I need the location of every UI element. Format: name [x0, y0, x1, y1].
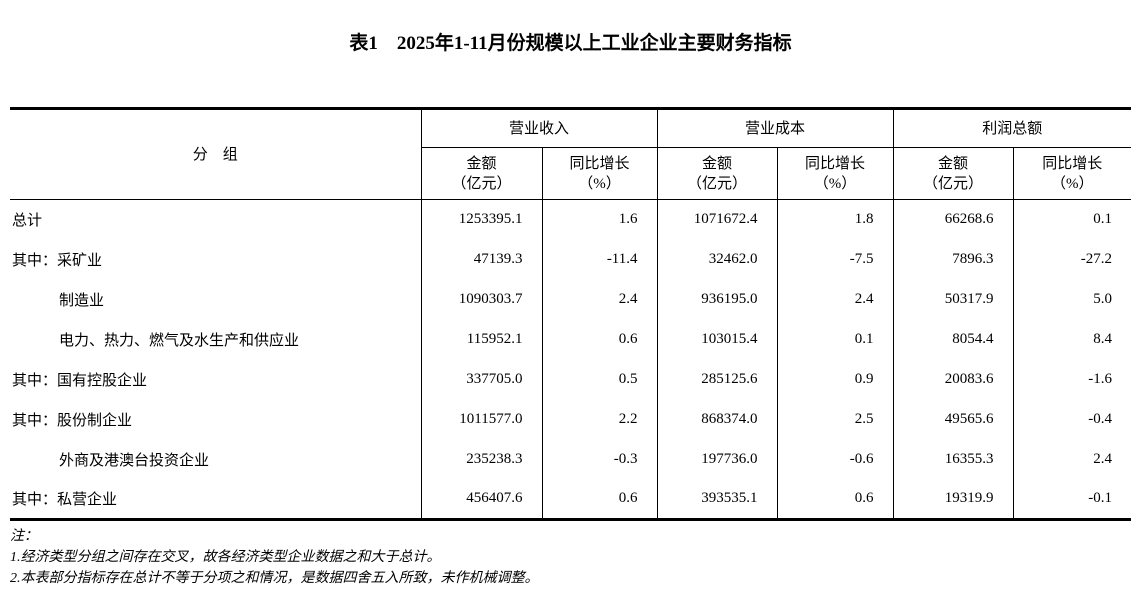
subheader-revenue-growth: 同比增长 （%）: [542, 147, 658, 200]
column-header-group: 分 组: [10, 108, 422, 200]
cell-value: 49565.6: [893, 399, 1014, 440]
row-label: 其中：采矿业: [10, 239, 422, 280]
note-heading: 注：: [10, 529, 38, 544]
cell-value: 456407.6: [421, 479, 543, 520]
cell-value: 0.6: [777, 479, 894, 520]
cell-value: -1.6: [1088, 371, 1113, 387]
subheader-unit: （亿元）: [451, 175, 512, 192]
cell-value: 393535.1: [657, 479, 778, 520]
table-row: 其中：私营企业 456407.6 0.6 393535.1 0.6 19319.9 -0.1: [10, 479, 1131, 520]
subheader-label: 同比增长: [569, 155, 630, 172]
cell-value: 16355.3: [893, 439, 1014, 480]
cell-value: 1090303.7: [421, 279, 543, 320]
cell-value: 50317.9: [893, 279, 1014, 320]
cell-value: 8.4: [1093, 331, 1113, 347]
subheader-cost-growth: 同比增长 （%）: [777, 147, 894, 200]
cell-value: 868374.0: [657, 399, 778, 440]
cell-value: -0.6: [777, 439, 894, 480]
cell-value: 0.1: [777, 319, 894, 360]
table-row: 其中：采矿业 47139.3 -11.4 32462.0 -7.5 7896.3 -27.2: [10, 239, 1131, 280]
subheader-label: 同比增长: [1042, 155, 1103, 172]
cell-value: 8054.4: [893, 319, 1014, 360]
row-label: 制造业: [10, 279, 422, 320]
cell-value: 7896.3: [893, 239, 1014, 280]
page-title: 表1 2025年1-11月份规模以上工业企业主要财务指标: [349, 33, 792, 54]
cell-value: 235238.3: [421, 439, 543, 480]
subheader-unit: （亿元）: [687, 175, 748, 192]
cell-value: 2.5: [777, 399, 894, 440]
cell-value: 285125.6: [657, 359, 778, 400]
cell-value: 103015.4: [657, 319, 778, 360]
note-line-1: 1.经济类型分组之间存在交叉，故各经济类型企业数据之和大于总计。: [10, 550, 441, 565]
note-line-2: 2.本表部分指标存在总计不等于分项之和情况，是数据四舍五入所致，未作机械调整。: [10, 571, 539, 586]
subheader-unit: （亿元）: [923, 175, 984, 192]
subheader-label: 金额: [702, 155, 733, 172]
table-row: 电力、热力、燃气及水生产和供应业 115952.1 0.6 103015.4 0.1 80…: [10, 319, 1131, 360]
row-label: 电力、热力、燃气及水生产和供应业: [10, 319, 422, 360]
cell-value: 32462.0: [657, 239, 778, 280]
cell-value: 0.5: [542, 359, 658, 400]
financial-indicators-table: 分 组 营业收入 营业成本 利润总额 金额 （亿元） 同比增长 （%） 金额 （…: [10, 107, 1132, 521]
column-group-revenue: 营业收入: [421, 108, 658, 148]
subheader-revenue-amount: 金额 （亿元）: [421, 147, 543, 200]
sub-header-row: 金额 （亿元） 同比增长 （%） 金额 （亿元） 同比增长 （%） 金额 （: [10, 147, 1132, 200]
row-label: 其中：股份制企业: [10, 399, 422, 440]
table-row: 总计 1253395.1 1.6 1071672.4 1.8 66268.6 0.1: [10, 199, 1131, 240]
cell-value: 2.4: [1093, 451, 1113, 467]
subheader-label: 同比增长: [805, 155, 866, 172]
cell-value: -0.3: [542, 439, 658, 480]
cell-value: 0.6: [542, 319, 658, 360]
table-row: 外商及港澳台投资企业 235238.3 -0.3 197736.0 -0.6 16355.…: [10, 439, 1131, 480]
cell-value: 5.0: [1093, 291, 1113, 307]
row-label: 总计: [10, 199, 422, 240]
cell-value: 197736.0: [657, 439, 778, 480]
cell-value: 2.2: [542, 399, 658, 440]
subheader-unit: （%）: [578, 175, 621, 192]
cell-value: 20083.6: [893, 359, 1014, 400]
row-label: 外商及港澳台投资企业: [10, 439, 422, 480]
cell-value: -27.2: [1080, 251, 1113, 267]
subheader-unit: （%）: [813, 175, 857, 192]
column-group-cost: 营业成本: [657, 108, 894, 148]
cell-value: 0.6: [542, 479, 658, 520]
cell-value: 1071672.4: [657, 199, 778, 240]
table-row: 其中：股份制企业 1011577.0 2.2 868374.0 2.5 49565.6 -0…: [10, 399, 1131, 440]
cell-value: 2.4: [542, 279, 658, 320]
cell-value: 19319.9: [893, 479, 1014, 520]
cell-value: 337705.0: [421, 359, 543, 400]
cell-value: 936195.0: [657, 279, 778, 320]
cell-value: -0.1: [1088, 490, 1113, 507]
cell-value: -7.5: [777, 239, 894, 280]
cell-value: -11.4: [542, 239, 658, 280]
subheader-label: 金额: [466, 155, 497, 172]
cell-value: -0.4: [1088, 411, 1113, 427]
table-row: 其中：国有控股企业 337705.0 0.5 285125.6 0.9 20083.6 -1…: [10, 359, 1131, 400]
cell-value: 66268.6: [893, 199, 1014, 240]
cell-value: 1.6: [542, 199, 658, 240]
subheader-cost-amount: 金额 （亿元）: [657, 147, 778, 200]
row-label: 其中：私营企业: [10, 479, 422, 520]
column-group-row: 分 组 营业收入 营业成本 利润总额: [10, 108, 1132, 200]
subheader-profit-growth: 同比增长 （%）: [1013, 147, 1132, 200]
cell-value: 2.4: [777, 279, 894, 320]
cell-value: 115952.1: [421, 319, 543, 360]
cell-value: 0.1: [1093, 211, 1113, 228]
cell-value: 1253395.1: [421, 199, 543, 240]
cell-value: 1.8: [777, 199, 894, 240]
row-label: 其中：国有控股企业: [10, 359, 422, 400]
subheader-label: 金额: [938, 155, 969, 172]
table-row: 制造业 1090303.7 2.4 936195.0 2.4 50317.9 5.0: [10, 279, 1131, 320]
cell-value: 47139.3: [421, 239, 543, 280]
subheader-profit-amount: 金额 （亿元）: [893, 147, 1014, 200]
notes: 注： 1.经济类型分组之间存在交叉，故各经济类型企业数据之和大于总计。 2.本表…: [10, 526, 1141, 589]
cell-value: 1011577.0: [421, 399, 543, 440]
cell-value: 0.9: [777, 359, 894, 400]
column-group-profit: 利润总额: [893, 108, 1132, 148]
table-body: 总计 1253395.1 1.6 1071672.4 1.8 66268.6 0.1 其中：采…: [10, 199, 1131, 520]
subheader-unit: （%）: [1051, 175, 1094, 192]
